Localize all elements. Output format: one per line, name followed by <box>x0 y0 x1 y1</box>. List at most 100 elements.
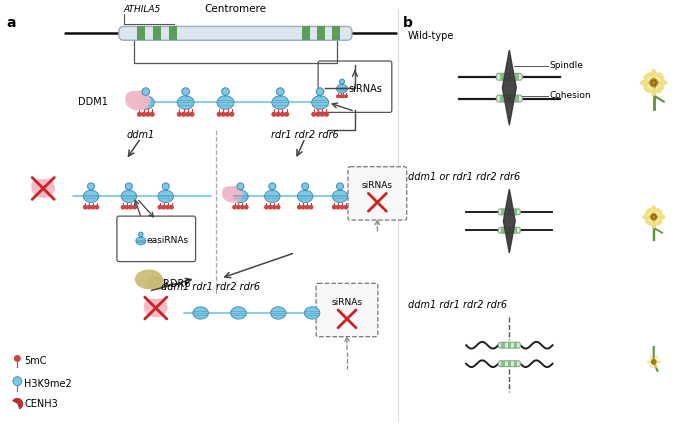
Circle shape <box>650 81 652 84</box>
Ellipse shape <box>649 355 653 361</box>
Circle shape <box>297 205 301 209</box>
Text: b: b <box>403 15 412 29</box>
Bar <box>501 342 505 348</box>
Circle shape <box>88 183 95 190</box>
Ellipse shape <box>177 96 194 109</box>
Ellipse shape <box>646 360 652 363</box>
Circle shape <box>273 205 276 209</box>
Text: ddm1 or rdr1 rdr2 rdr6: ddm1 or rdr1 rdr2 rdr6 <box>408 172 520 181</box>
Ellipse shape <box>84 190 99 202</box>
Circle shape <box>651 83 653 86</box>
Bar <box>169 26 177 40</box>
Ellipse shape <box>645 208 652 215</box>
Circle shape <box>332 205 336 209</box>
Circle shape <box>237 205 240 209</box>
Bar <box>508 95 511 102</box>
Circle shape <box>272 112 276 116</box>
Circle shape <box>264 205 268 209</box>
Text: H3K9me2: H3K9me2 <box>24 379 72 389</box>
Ellipse shape <box>151 309 164 317</box>
Circle shape <box>285 112 288 116</box>
Ellipse shape <box>125 91 141 103</box>
Circle shape <box>138 232 143 236</box>
Polygon shape <box>502 50 516 125</box>
Circle shape <box>84 205 87 209</box>
Text: Wild-type: Wild-type <box>408 32 454 41</box>
Bar <box>508 227 511 233</box>
Circle shape <box>240 205 244 209</box>
Bar <box>514 227 517 233</box>
Ellipse shape <box>642 214 650 219</box>
FancyBboxPatch shape <box>498 227 521 233</box>
FancyBboxPatch shape <box>117 216 196 262</box>
Text: easiRNAs: easiRNAs <box>147 236 188 245</box>
Circle shape <box>306 205 309 209</box>
Circle shape <box>651 216 653 218</box>
Bar <box>317 26 325 40</box>
Wedge shape <box>12 398 23 409</box>
Circle shape <box>651 359 657 365</box>
Circle shape <box>277 205 279 209</box>
Bar <box>501 361 505 367</box>
Ellipse shape <box>228 195 240 202</box>
Ellipse shape <box>312 96 329 109</box>
Circle shape <box>342 95 345 98</box>
Text: siRNAs: siRNAs <box>362 181 393 190</box>
Text: ddm1 rdr1 rdr2 rdr6: ddm1 rdr1 rdr2 rdr6 <box>161 282 260 292</box>
Circle shape <box>133 205 136 209</box>
Ellipse shape <box>271 307 286 319</box>
Circle shape <box>221 112 225 116</box>
Ellipse shape <box>643 72 651 81</box>
Ellipse shape <box>121 190 136 202</box>
Circle shape <box>340 79 345 84</box>
Circle shape <box>150 112 154 116</box>
Ellipse shape <box>656 72 664 81</box>
Circle shape <box>649 78 659 88</box>
Circle shape <box>226 112 229 116</box>
Circle shape <box>138 112 141 116</box>
Circle shape <box>651 79 653 82</box>
Circle shape <box>321 112 324 116</box>
FancyBboxPatch shape <box>498 209 521 215</box>
Circle shape <box>269 183 276 190</box>
Circle shape <box>177 112 181 116</box>
Text: siRNAs: siRNAs <box>332 298 362 307</box>
Ellipse shape <box>125 91 151 110</box>
Text: DDM1: DDM1 <box>78 98 108 107</box>
Circle shape <box>88 205 91 209</box>
Circle shape <box>125 183 132 190</box>
Ellipse shape <box>651 69 657 79</box>
Ellipse shape <box>651 86 657 97</box>
Circle shape <box>91 205 95 209</box>
Circle shape <box>653 83 656 86</box>
Ellipse shape <box>336 84 347 93</box>
Circle shape <box>222 88 229 95</box>
Circle shape <box>301 183 309 190</box>
Circle shape <box>340 205 344 209</box>
Text: Centromere: Centromere <box>204 3 266 14</box>
Bar <box>137 26 145 40</box>
FancyBboxPatch shape <box>119 26 352 40</box>
Bar <box>514 209 517 215</box>
Circle shape <box>655 81 658 84</box>
Circle shape <box>142 112 145 116</box>
Ellipse shape <box>32 179 47 191</box>
Ellipse shape <box>332 190 348 202</box>
Ellipse shape <box>651 205 656 213</box>
Ellipse shape <box>137 90 149 101</box>
Circle shape <box>95 205 99 209</box>
Text: CENH3: CENH3 <box>24 399 58 409</box>
Circle shape <box>121 205 125 209</box>
Ellipse shape <box>144 299 159 311</box>
Ellipse shape <box>654 355 658 361</box>
Ellipse shape <box>651 220 656 229</box>
Ellipse shape <box>132 101 147 110</box>
Circle shape <box>344 205 347 209</box>
Circle shape <box>162 183 169 190</box>
Text: RDR6: RDR6 <box>163 279 190 289</box>
Circle shape <box>649 213 658 221</box>
Text: ddm1: ddm1 <box>127 130 155 140</box>
Circle shape <box>217 112 221 116</box>
Text: siRNAs: siRNAs <box>349 84 382 94</box>
Bar <box>514 361 517 367</box>
